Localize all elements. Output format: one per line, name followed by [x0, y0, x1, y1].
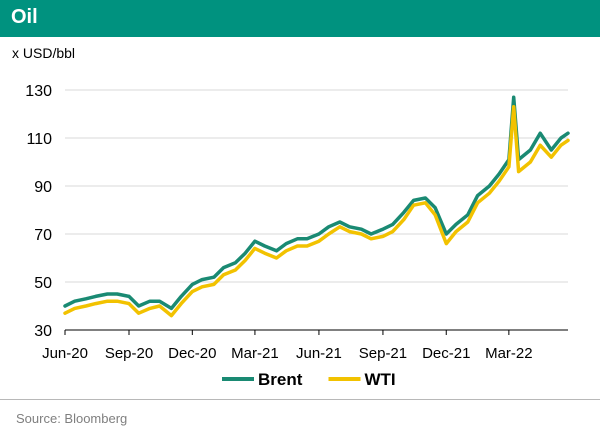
- series-line-brent: [63, 95, 570, 311]
- chart-title: Oil: [11, 6, 38, 28]
- x-tick-label: Dec-21: [422, 345, 470, 362]
- y-tick-label: 30: [34, 323, 52, 340]
- chart-header: Oil: [0, 0, 600, 37]
- y-tick-label: 50: [34, 275, 52, 292]
- x-tick-label: Mar-22: [485, 345, 533, 362]
- x-tick-label: Dec-20: [168, 345, 216, 362]
- y-tick-label: 110: [26, 131, 52, 148]
- x-tick-label: Jun-21: [296, 345, 342, 362]
- x-tick-label: Sep-21: [359, 345, 407, 362]
- series-line-wti: [63, 105, 570, 318]
- x-tick-label: Mar-21: [231, 345, 279, 362]
- source-note: Source: Bloomberg: [16, 411, 128, 426]
- y-tick-label: 70: [34, 227, 52, 244]
- x-tick-label: Jun-20: [42, 345, 88, 362]
- legend-label-wti: WTI: [365, 370, 396, 389]
- y-tick-label: 130: [25, 83, 52, 100]
- y-tick-label: 90: [34, 179, 52, 196]
- x-tick-label: Sep-20: [105, 345, 153, 362]
- y-axis-unit-label: x USD/bbl: [12, 45, 76, 61]
- legend-label-brent: Brent: [258, 370, 303, 389]
- oil-price-chart: 30 50 70 90 110 130 Jun-20 Sep-20 Dec-20 Mar-21 Ju…: [25, 83, 570, 389]
- source-divider: [0, 399, 600, 400]
